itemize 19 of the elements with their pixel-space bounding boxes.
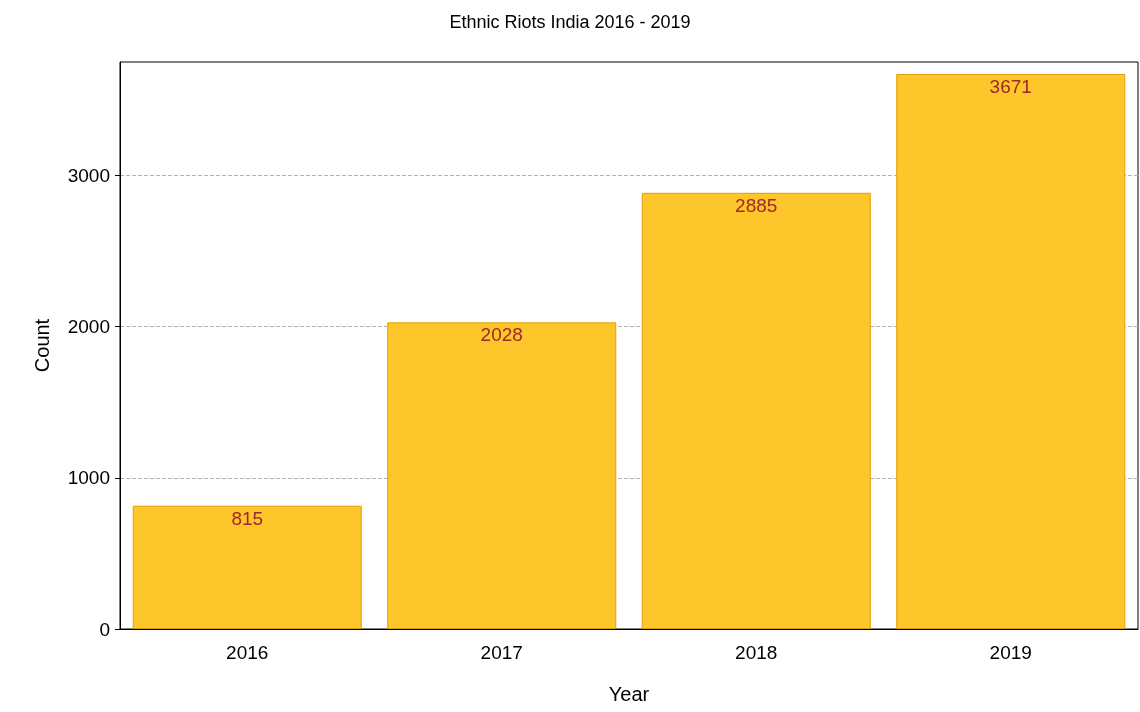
bar <box>387 322 617 629</box>
y-tick-label: 0 <box>99 618 110 640</box>
x-axis-title: Year <box>608 683 650 705</box>
y-axis-title: Count <box>31 318 53 373</box>
y-tick-label: 2000 <box>67 316 110 338</box>
bar <box>896 73 1126 629</box>
y-tick-label: 3000 <box>67 164 110 186</box>
data-label: 2028 <box>480 324 523 346</box>
bar <box>641 192 871 629</box>
x-tick-label: 2018 <box>735 642 778 663</box>
x-tick-label: 2019 <box>989 642 1032 663</box>
chart-title: Ethnic Riots India 2016 - 2019 <box>449 12 691 32</box>
y-tick-label: 1000 <box>67 467 110 489</box>
data-label: 3671 <box>989 75 1032 97</box>
bar <box>132 505 362 629</box>
x-tick-label: 2016 <box>226 642 269 663</box>
data-label: 815 <box>231 507 264 529</box>
data-label: 2885 <box>735 194 778 216</box>
x-tick-label: 2017 <box>480 642 523 663</box>
